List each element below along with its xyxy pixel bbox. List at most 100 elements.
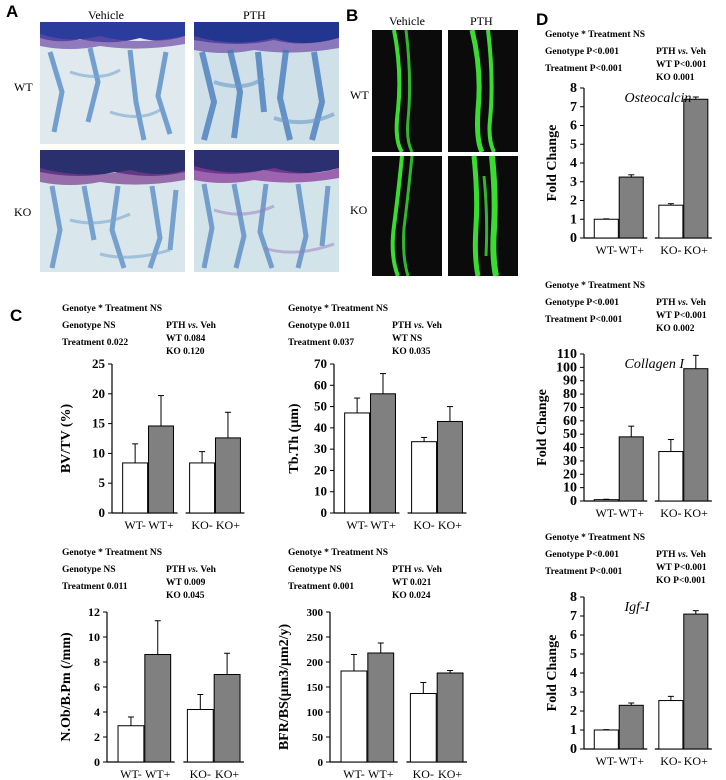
bvtv-x-label-KO+: KO+ (216, 518, 240, 532)
bfr-stat-ko: KO 0.024 (392, 591, 431, 601)
igf-y-tick-label: 2 (570, 704, 577, 719)
tbth-x-label-WT+: WT+ (370, 518, 396, 532)
ocn-y-tick-label: 6 (570, 119, 577, 134)
bfr-x-label-WT-: WT- (343, 767, 365, 780)
igf-y-tick-label: 0 (570, 742, 577, 757)
tbth-stat-pth-vs-veh: PTH vs. Veh (392, 321, 442, 331)
tbth-y-tick-label: 40 (314, 420, 327, 435)
tbth-stat-treatment: Treatment 0.037 (288, 338, 355, 348)
igf-x-label-KO+: KO+ (684, 754, 708, 768)
ocn-y-axis-label: Fold Change (545, 125, 560, 202)
histology-ko-pth-image (194, 150, 339, 272)
fluorescence-row-wt: WT (350, 88, 369, 102)
ocn-y-tick-label: 8 (570, 81, 577, 96)
ocn-stat-interaction: Genotye * Treatment NS (545, 30, 646, 40)
bvtv-bar-WT- (122, 462, 149, 514)
igf-stat-interaction: Genotye * Treatment NS (545, 533, 646, 543)
histology-col-pth: PTH (243, 8, 266, 22)
ocn-y-tick-label: 5 (570, 137, 577, 152)
histology-row-ko: KO (14, 205, 32, 219)
panel-label-c: C (10, 306, 23, 325)
col-y-tick-label: 50 (563, 427, 577, 442)
fluorescence-wt-pth-image (448, 30, 518, 152)
nob-stat-ko: KO 0.045 (166, 591, 205, 601)
col-y-tick-label: 70 (563, 400, 577, 415)
tbth-x-label-KO-: KO- (413, 518, 434, 532)
bvtv-y-tick-label: 25 (92, 356, 106, 371)
bfr-bar-WT- (340, 670, 368, 763)
col-bar-WT+ (618, 436, 644, 502)
ocn-y-tick-label: 2 (570, 194, 577, 209)
igf-y-tick-label: 4 (570, 666, 577, 681)
ocn-chart-title: Osteocalcin (625, 91, 692, 106)
igf-y-tick-label: 3 (570, 685, 577, 700)
bvtv-bar-KO+ (214, 437, 241, 514)
igf-y-axis-label: Fold Change (545, 635, 560, 712)
bvtv-stat-interaction: Genotye * Treatment NS (62, 304, 163, 314)
tbth-bar-WT- (344, 412, 371, 514)
bfr-x-label-KO-: KO- (413, 767, 434, 780)
nob-y-tick-label: 0 (94, 755, 100, 769)
ocn-stat-wt: WT P<0.001 (656, 60, 707, 70)
bvtv-stat-ko: KO 0.120 (166, 347, 205, 357)
igf-y-tick-label: 5 (570, 647, 577, 662)
igf-bar-WT- (593, 729, 619, 750)
col-x-label-KO-: KO- (660, 506, 681, 520)
ocn-x-label-KO-: KO- (660, 243, 681, 257)
igf-bar-WT+ (618, 704, 644, 750)
col-y-tick-label: 20 (563, 467, 577, 482)
igf-bar-KO+ (683, 613, 709, 750)
tbth-bar-KO+ (436, 420, 463, 514)
ocn-y-tick-label: 7 (570, 100, 577, 115)
bfr-x-label-WT+: WT+ (368, 767, 394, 780)
tbth-y-tick-label: 30 (314, 441, 327, 456)
col-y-tick-label: 40 (563, 441, 577, 456)
bvtv-y-axis-label: BV/TV (%) (59, 403, 74, 473)
bvtv-bar-WT+ (148, 425, 174, 514)
ocn-y-tick-label: 4 (570, 156, 577, 171)
tbth-y-tick-label: 60 (314, 377, 327, 392)
bvtv-y-tick-label: 20 (92, 386, 105, 401)
ocn-x-label-WT+: WT+ (619, 243, 645, 257)
col-y-tick-label: 110 (557, 347, 577, 362)
fluorescence-row-ko: KO (350, 203, 368, 217)
tbth-x-label-WT-: WT- (346, 518, 368, 532)
bvtv-x-label-WT+: WT+ (148, 518, 174, 532)
nob-y-tick-label: 8 (94, 655, 100, 669)
col-y-tick-label: 80 (563, 387, 577, 402)
bfr-stat-pth-vs-veh: PTH vs. Veh (392, 565, 442, 575)
igf-stat-genotype: Genotype P<0.001 (545, 550, 620, 560)
tbth-stat-wt: WT NS (392, 334, 423, 344)
ocn-x-label-WT-: WT- (596, 243, 618, 257)
col-stat-genotype: Genotype P<0.001 (545, 298, 620, 308)
col-y-tick-label: 10 (563, 481, 577, 496)
col-y-tick-label: 90 (563, 374, 577, 389)
col-bar-KO- (658, 451, 684, 502)
bfr-y-tick-label: 150 (307, 682, 324, 694)
bvtv-x-label-KO-: KO- (191, 518, 212, 532)
igf-y-tick-label: 8 (570, 590, 577, 605)
col-y-tick-label: 100 (556, 360, 577, 375)
tbth-y-tick-label: 0 (321, 505, 328, 520)
ocn-bar-WT+ (618, 176, 644, 239)
nob-y-tick-label: 12 (88, 605, 100, 619)
col-stat-pth-vs-veh: PTH vs. Veh (656, 298, 706, 308)
igf-stat-treatment: Treatment P<0.001 (545, 567, 623, 577)
col-x-label-WT-: WT- (596, 506, 618, 520)
nob-x-label-WT-: WT- (120, 767, 142, 780)
col-stat-ko: KO 0.002 (656, 324, 695, 334)
panel-label-d: D (536, 10, 549, 29)
bvtv-x-label-WT-: WT- (124, 518, 146, 532)
bvtv-y-tick-label: 10 (92, 445, 105, 460)
bvtv-bar-KO- (189, 462, 216, 514)
col-stat-interaction: Genotye * Treatment NS (545, 281, 646, 291)
histology-wt-vehicle-image (40, 22, 185, 144)
nob-y-tick-label: 6 (94, 680, 100, 694)
tbth-stat-interaction: Genotye * Treatment NS (288, 304, 389, 314)
col-stat-treatment: Treatment P<0.001 (545, 315, 623, 325)
bvtv-stat-wt: WT 0.084 (166, 334, 206, 344)
fluorescence-col-vehicle: Vehicle (389, 14, 425, 28)
ocn-stat-pth-vs-veh: PTH vs. Veh (656, 47, 706, 57)
ocn-bar-KO+ (683, 98, 709, 239)
